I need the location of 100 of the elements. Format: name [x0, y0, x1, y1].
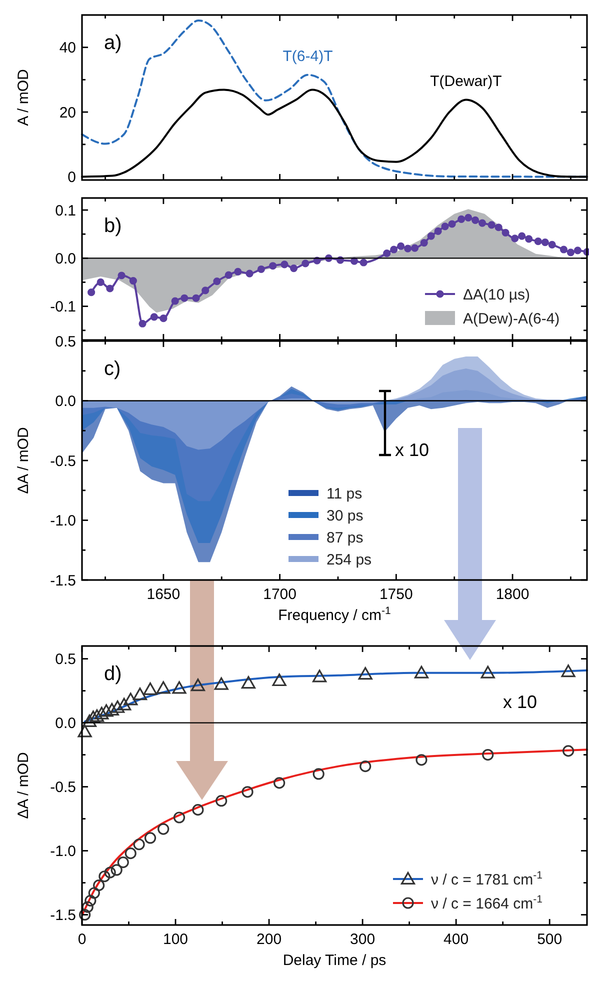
legend-label: 254 ps — [326, 551, 372, 568]
point — [117, 698, 132, 710]
point — [224, 271, 232, 279]
point — [192, 294, 200, 302]
point — [117, 856, 129, 868]
point — [518, 232, 526, 240]
point — [216, 795, 228, 807]
point — [302, 260, 310, 268]
point — [242, 786, 254, 798]
point — [190, 678, 206, 692]
point — [110, 700, 125, 713]
point — [110, 864, 122, 876]
point — [561, 664, 576, 678]
x-axis-title: Frequency / cm$^{-1}$ — [278, 605, 392, 624]
series-label: T(6-4)T — [282, 48, 333, 65]
point — [290, 264, 298, 272]
point — [82, 714, 97, 727]
point — [414, 666, 429, 678]
point — [173, 812, 186, 824]
y-axis-title: ΔA / mOD — [15, 426, 32, 494]
point — [458, 215, 466, 223]
x-tick-label: 1800 — [496, 586, 530, 603]
point — [99, 704, 114, 717]
legend-label: ν / c = 1781 cm$^{-1}$ — [431, 869, 543, 888]
point — [132, 688, 148, 700]
point — [488, 221, 496, 229]
point — [280, 260, 288, 268]
point — [143, 682, 158, 695]
legend-label: A(Dew)-A(6-4) — [463, 310, 560, 328]
point — [560, 246, 568, 254]
legend-label: 30 ps — [326, 507, 364, 524]
series-label: T(Dewar)T — [430, 72, 502, 90]
x-tick-label: 400 — [444, 931, 469, 948]
annotation: b) — [104, 215, 122, 237]
point — [427, 232, 435, 240]
point — [441, 222, 449, 230]
x-tick-label: 200 — [256, 931, 282, 948]
y-tick-label: -1.5 — [50, 907, 76, 924]
point — [502, 228, 510, 236]
annotation: x 10 — [394, 440, 430, 460]
point — [548, 240, 556, 248]
point — [93, 880, 105, 892]
point — [416, 754, 428, 766]
point — [172, 681, 186, 694]
point — [104, 866, 116, 878]
point — [106, 284, 114, 292]
point — [88, 887, 100, 899]
point — [129, 276, 137, 285]
point — [480, 666, 495, 678]
y-tick-label: -1.0 — [50, 843, 76, 860]
point — [213, 277, 221, 286]
y-tick-label: -1.5 — [50, 572, 76, 590]
point — [78, 724, 92, 738]
y-tick-label: -0.5 — [50, 779, 76, 796]
point — [312, 768, 324, 780]
point — [420, 238, 428, 247]
x-tick-label: 1650 — [146, 586, 180, 603]
y-tick-label: 0.0 — [55, 250, 76, 268]
annotation: x 10 — [502, 692, 538, 712]
point — [98, 870, 110, 882]
line-series — [81, 20, 588, 178]
point — [434, 227, 442, 236]
point — [158, 823, 170, 835]
point — [471, 216, 480, 224]
point — [511, 234, 519, 242]
point — [257, 265, 265, 274]
y-tick-label: 0.5 — [55, 333, 76, 350]
point — [241, 676, 256, 689]
point — [272, 674, 286, 686]
point — [84, 894, 96, 906]
x-tick-label: 300 — [350, 931, 376, 948]
legend-label: 87 ps — [326, 529, 364, 546]
y-axis-title: ΔA / mOD — [15, 752, 32, 819]
point — [541, 238, 549, 246]
point — [360, 760, 372, 772]
point — [160, 314, 168, 322]
point — [574, 246, 582, 254]
point — [82, 901, 94, 913]
y-tick-label: 40 — [59, 40, 76, 57]
annotation: a) — [104, 32, 122, 54]
point — [269, 262, 277, 270]
y-axis-title: A / mOD — [15, 69, 32, 126]
point — [124, 692, 138, 706]
point — [478, 219, 486, 227]
point — [464, 214, 472, 222]
point — [171, 297, 179, 305]
point — [312, 670, 327, 682]
point — [79, 908, 91, 921]
x-axis-title: Delay Time / ps — [282, 952, 386, 969]
point — [494, 224, 502, 232]
point — [525, 235, 533, 243]
legend-label: ν / c = 1664 cm$^{-1}$ — [431, 893, 543, 912]
point — [144, 832, 156, 844]
point — [94, 706, 109, 720]
point — [566, 248, 575, 256]
point — [202, 286, 210, 294]
annotation: c) — [104, 358, 121, 380]
legend-label: ΔA(10 µs) — [463, 286, 530, 304]
point — [104, 702, 119, 716]
point — [133, 838, 145, 850]
